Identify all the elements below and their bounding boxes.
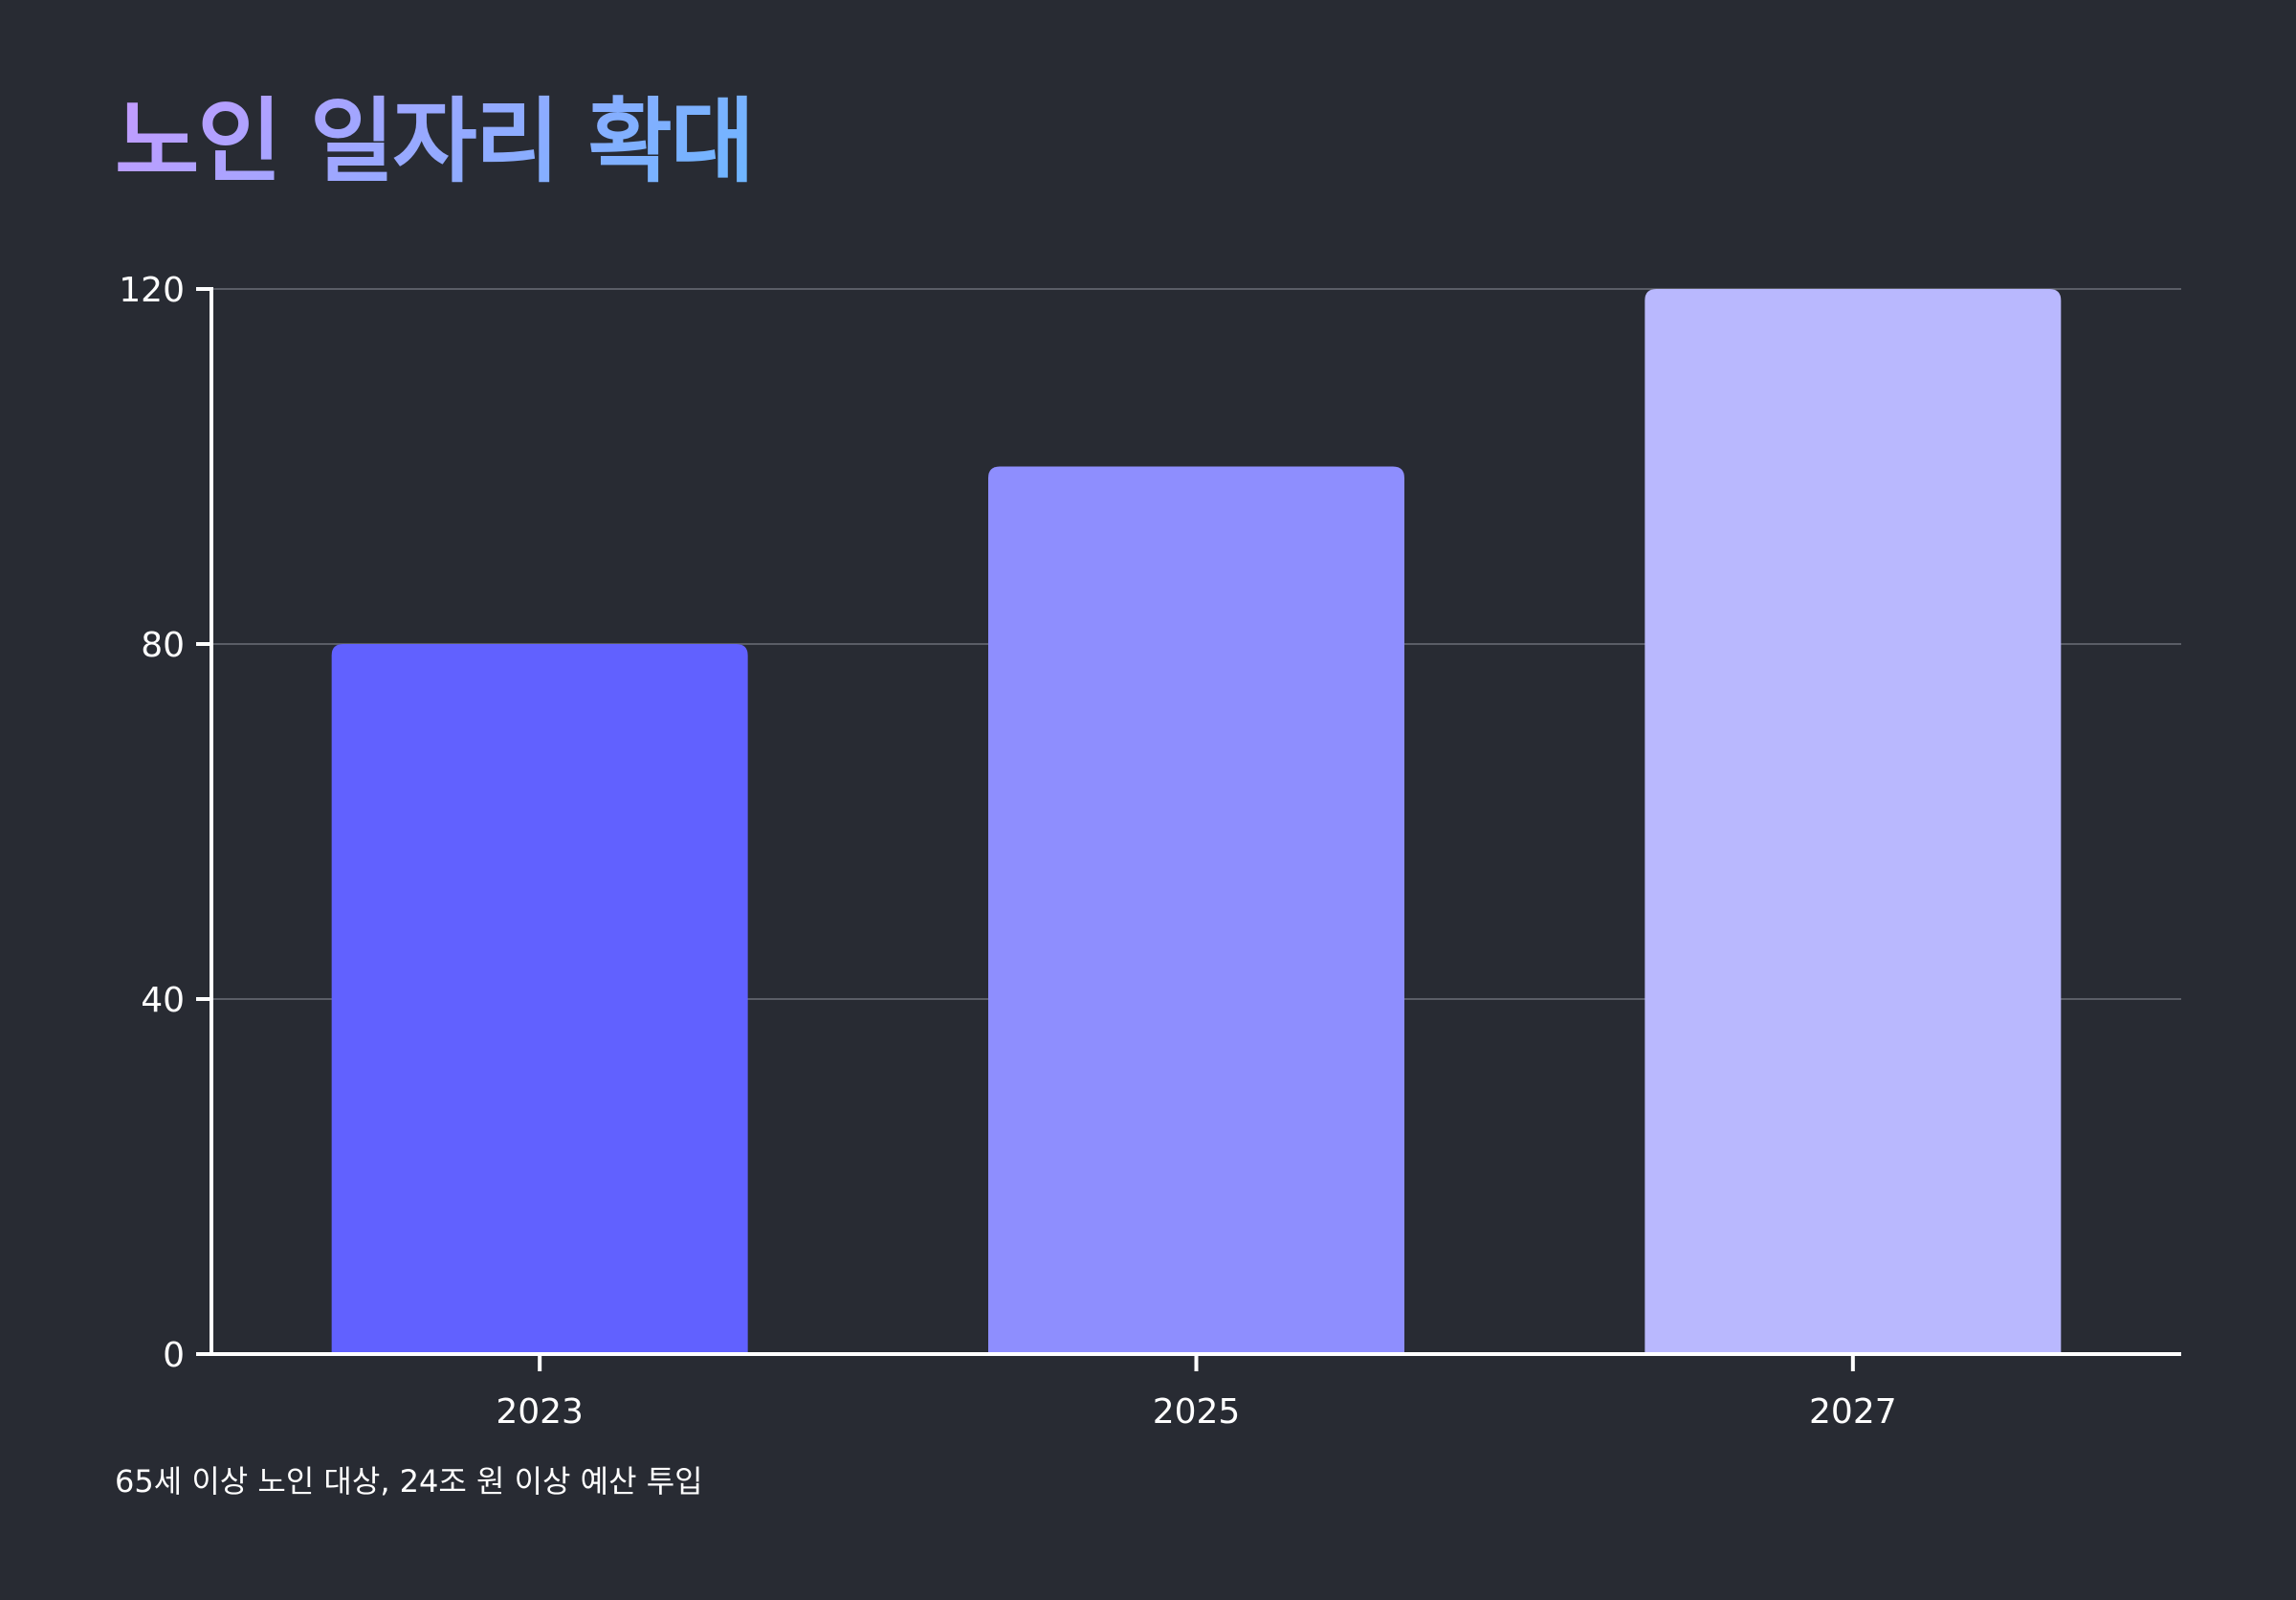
x-tick-label: 2025 [1153,1392,1241,1432]
y-tick-label: 0 [163,1336,185,1375]
axes [196,287,2181,1371]
y-tick-label: 40 [141,981,185,1020]
x-tick-label: 2027 [1809,1392,1897,1432]
x-tick-labels: 2023 2025 2027 [496,1392,1896,1432]
x-tick-label: 2023 [496,1392,584,1432]
footnote: 65세 이상 노인 대상, 24조 원 이상 예산 투입 [115,1463,703,1500]
bar-2023 [331,644,748,1354]
y-tick-label: 120 [119,271,185,310]
bars [331,289,2062,1354]
chart-title: 노인 일자리 확대 [115,84,755,199]
bar-2025 [988,466,1404,1354]
bar-2027 [1645,289,2062,1354]
y-tick-label: 80 [141,626,185,665]
y-tick-labels: 0 40 80 120 [119,271,185,1375]
